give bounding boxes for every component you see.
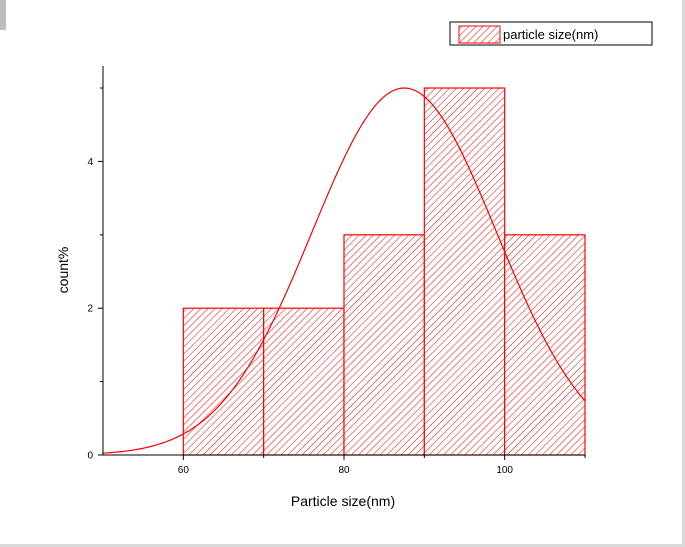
legend-label: particle size(nm) [503, 27, 598, 42]
ticks-layer: 60 80 100 0 2 4 [87, 87, 586, 476]
y-tick-label: 0 [87, 451, 93, 462]
y-tick-label: 4 [87, 157, 93, 168]
histogram-bar [423, 87, 506, 456]
legend: particle size(nm) [449, 21, 653, 46]
legend-swatch [458, 25, 501, 44]
histogram-bar [343, 234, 425, 456]
histogram-bar [504, 234, 586, 456]
histogram-bar [182, 307, 265, 456]
corner-mark [0, 0, 6, 30]
bars-layer [182, 87, 586, 456]
x-axis-title: Particle size(nm) [291, 493, 395, 509]
fit-curve [102, 87, 586, 454]
x-tick-label: 100 [496, 465, 513, 476]
histogram-bar [263, 307, 345, 456]
y-axis-title: count% [55, 247, 71, 294]
x-tick-label: 80 [338, 465, 350, 476]
y-tick-label: 2 [87, 304, 93, 315]
x-tick-label: 60 [178, 465, 190, 476]
